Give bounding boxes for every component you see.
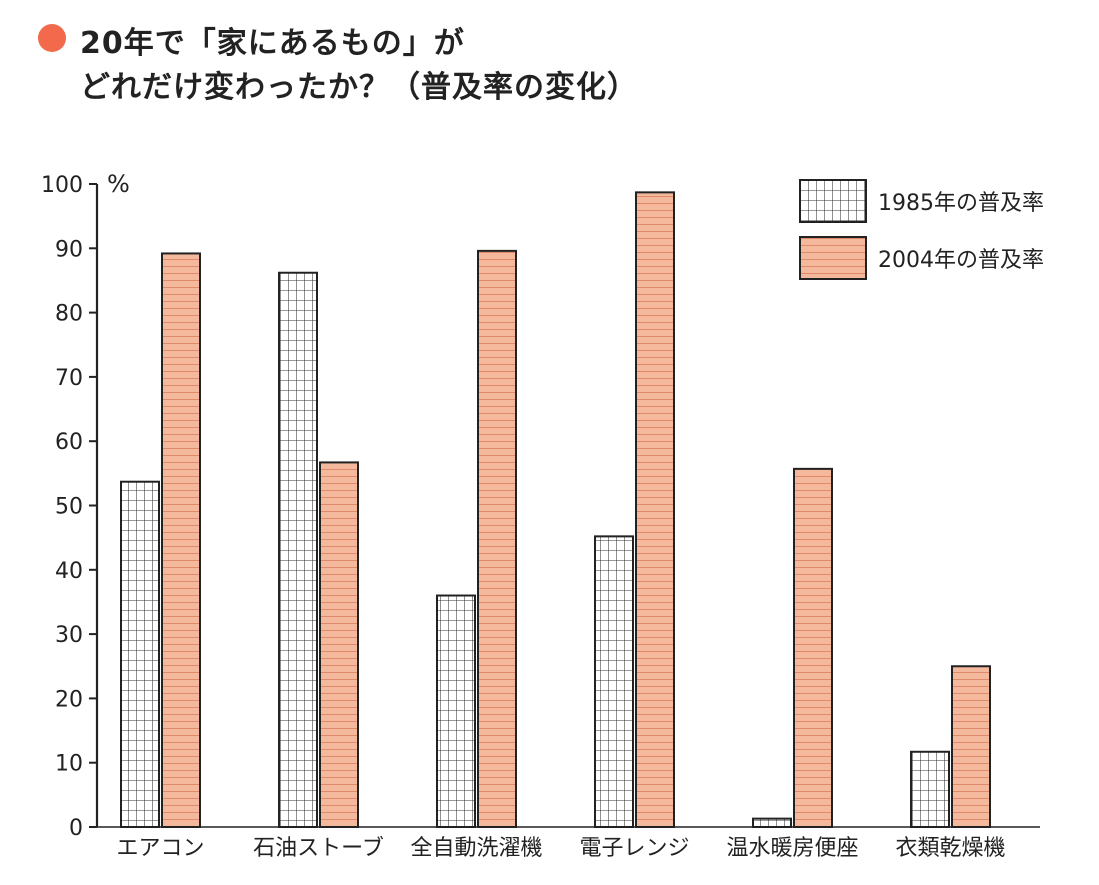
y-tick-label: 70	[55, 366, 83, 391]
y-axis-unit: %	[107, 170, 130, 198]
y-tick-label: 20	[55, 687, 83, 712]
x-category-label: 電子レンジ	[579, 836, 689, 861]
x-category-label: 温水暖房便座	[726, 836, 858, 861]
legend-label: 2004年の普及率	[878, 248, 1044, 273]
chart-header: 20年で「家にあるもの」が どれだけ変わったか？（普及率の変化）	[0, 0, 1099, 120]
bar-1985	[594, 535, 634, 828]
y-tick-label: 40	[55, 559, 83, 584]
x-category-label: 全自動洗濯機	[410, 836, 542, 861]
chart-title-line1: 20年で「家にあるもの」が	[80, 26, 465, 61]
title-bullet-icon	[38, 24, 66, 52]
bar-1985	[436, 594, 476, 829]
bar-2004	[319, 461, 359, 828]
bar-1985	[278, 271, 318, 828]
legend-swatch-2004	[799, 236, 867, 280]
y-tick-label: 10	[55, 752, 83, 777]
chart-title-line2: どれだけ変わったか？（普及率の変化）	[80, 70, 638, 105]
bar-2004	[635, 191, 675, 828]
y-tick-label: 30	[55, 623, 83, 648]
bar-1985	[910, 750, 950, 828]
chart-bars	[120, 191, 991, 829]
x-category-label: 石油ストーブ	[253, 836, 384, 861]
bar-2004	[951, 665, 991, 828]
y-tick-label: 90	[55, 237, 83, 262]
chart-legend: 1985年の普及率 2004年の普及率	[799, 179, 1044, 280]
bar-2004	[477, 249, 517, 828]
bar-2004	[793, 467, 833, 828]
legend-label: 1985年の普及率	[878, 191, 1044, 216]
y-tick-label: 50	[55, 495, 83, 520]
x-axis-labels: エアコン 石油ストーブ 全自動洗濯機 電子レンジ 温水暖房便座 衣類乾燥機	[116, 836, 1005, 861]
y-tick-label: 60	[55, 430, 83, 455]
legend-swatch-1985	[799, 179, 867, 223]
chart-axes: 0 10 20 30 40 50 60 70 80 90 100%	[41, 170, 1040, 841]
y-tick-label: 100	[41, 173, 83, 198]
bar-1985	[752, 817, 792, 828]
x-category-label: エアコン	[116, 836, 204, 861]
y-tick-label: 0	[69, 816, 83, 841]
y-tick-label: 80	[55, 302, 83, 327]
x-category-label: 衣類乾燥機	[895, 836, 1005, 861]
bar-2004	[161, 252, 201, 829]
bar-1985	[120, 480, 160, 828]
